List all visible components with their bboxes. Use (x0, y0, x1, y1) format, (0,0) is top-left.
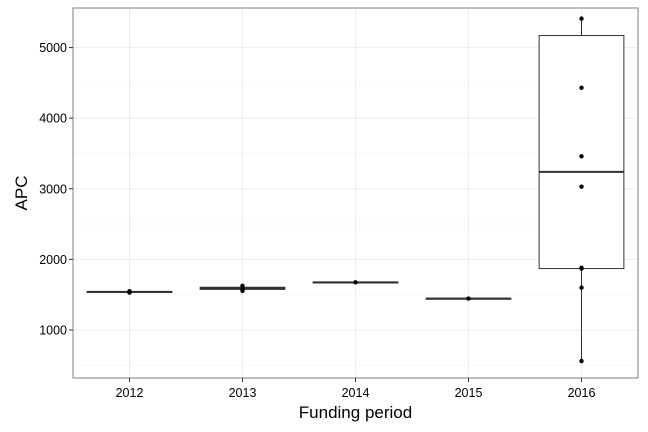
data-point (240, 283, 245, 289)
data-point (466, 296, 471, 301)
y-axis-title: APC (12, 176, 31, 211)
x-tick-label: 2014 (342, 386, 370, 400)
data-point (579, 85, 584, 90)
data-point (353, 280, 358, 285)
y-tick-label: 1000 (39, 323, 67, 337)
y-tick-label: 5000 (39, 41, 67, 55)
data-point (240, 286, 245, 292)
data-point (579, 265, 584, 271)
data-point (579, 285, 584, 290)
x-tick-label: 2013 (229, 386, 257, 400)
data-point (579, 16, 584, 21)
box-2016 (538, 18, 625, 362)
x-tick-label: 2016 (568, 386, 596, 400)
x-tick-label: 2012 (116, 386, 144, 400)
x-tick-label: 2015 (455, 386, 483, 400)
x-axis-title: Funding period (299, 403, 412, 422)
box-layer (86, 18, 625, 362)
box-body (538, 35, 625, 270)
axis-layer: 1000 2000 3000 4000 5000 2012 2013 2014 2015 2016 (39, 41, 595, 400)
data-point (579, 154, 584, 159)
point-layer (127, 16, 584, 364)
y-tick-label: 3000 (39, 182, 67, 196)
data-point (579, 358, 584, 364)
y-tick-label: 4000 (39, 112, 67, 126)
data-point (579, 184, 584, 189)
y-tick-label: 2000 (39, 253, 67, 267)
data-point (127, 288, 132, 294)
